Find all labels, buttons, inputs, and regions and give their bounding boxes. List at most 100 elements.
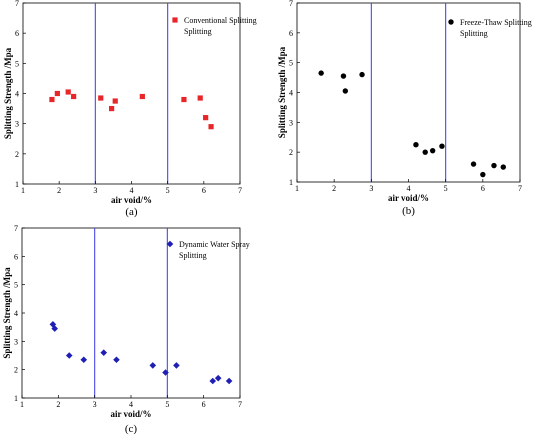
- legend-label-line2: Splitting: [179, 251, 207, 260]
- y-tick-label: 3: [15, 120, 19, 129]
- data-point: [340, 73, 347, 79]
- data-point: [500, 164, 506, 170]
- data-point: [181, 96, 187, 103]
- data-point: [149, 362, 157, 369]
- y-tick-label: 1: [15, 180, 19, 189]
- y-tick-label: 4: [14, 309, 18, 318]
- y-tick-label: 3: [289, 118, 293, 127]
- x-tick-label: 1: [295, 184, 299, 193]
- x-tick-label: 3: [93, 186, 97, 195]
- x-tick-label: 4: [407, 184, 411, 193]
- panel-label: (c): [125, 423, 138, 435]
- data-point: [225, 377, 233, 385]
- y-tick-label: 5: [14, 281, 18, 290]
- data-point: [208, 124, 214, 130]
- data-point: [413, 142, 419, 148]
- y-tick-label: 7: [14, 224, 18, 233]
- chart-panel-0: 1 2 3 4 5 6 7 1 2 3 4 5 6 7 air void/% Splitting Streng…: [3, 0, 257, 218]
- y-tick-label: 1: [289, 178, 293, 187]
- data-point: [214, 374, 222, 382]
- data-point: [65, 352, 73, 359]
- data-point: [209, 377, 217, 385]
- data-point: [98, 95, 104, 101]
- data-point: [439, 143, 445, 149]
- y-tick-label: 5: [15, 59, 19, 68]
- x-tick-label: 3: [369, 184, 373, 193]
- legend-label-line2: Splitting: [460, 29, 488, 38]
- x-tick-label: 6: [481, 184, 485, 193]
- y-tick-label: 6: [15, 29, 19, 38]
- data-point: [113, 356, 120, 364]
- x-tick-label: 1: [21, 186, 25, 195]
- y-tick-label: 2: [289, 148, 293, 157]
- data-point: [197, 95, 203, 101]
- data-point: [429, 147, 436, 154]
- y-tick-label: 6: [14, 252, 18, 261]
- x-tick-label: 3: [93, 400, 97, 409]
- y-tick-label: 4: [15, 90, 19, 99]
- data-point: [51, 325, 58, 332]
- data-point: [80, 356, 88, 364]
- data-point: [470, 161, 477, 167]
- data-point: [173, 362, 180, 369]
- y-tick-label: 4: [289, 89, 293, 98]
- x-tick-label: 5: [444, 184, 448, 193]
- data-point: [109, 105, 115, 112]
- y-tick-label: 2: [14, 366, 18, 375]
- data-point: [480, 171, 486, 178]
- chart-panel-2: 1 2 3 4 5 6 7 1 2 3 4 5 6 7 air void/% Splitting Streng…: [2, 224, 250, 435]
- data-point: [203, 115, 209, 121]
- data-point: [422, 149, 428, 155]
- y-tick-label: 1: [14, 394, 18, 403]
- x-tick-label: 6: [202, 186, 206, 195]
- legend-label: Conventional Splitting: [184, 16, 257, 25]
- x-tick-label: 4: [130, 186, 134, 195]
- legend-marker: [172, 17, 178, 23]
- y-axis-title: Splitting Strength /Mpa: [277, 46, 287, 138]
- panel-label: (b): [402, 205, 415, 217]
- legend-label: Dynamic Water Spray: [179, 240, 250, 249]
- data-point: [162, 369, 169, 376]
- y-tick-label: 5: [289, 59, 293, 68]
- x-tick-label: 2: [57, 186, 61, 195]
- data-point: [491, 162, 497, 169]
- panel-label: (a): [125, 206, 138, 218]
- data-point: [54, 90, 60, 97]
- legend-label-line2: Splitting: [184, 27, 212, 36]
- y-tick-label: 3: [14, 337, 18, 346]
- x-tick-label: 2: [332, 184, 336, 193]
- x-tick-label: 5: [165, 400, 169, 409]
- chart-panel-1: 1 2 3 4 5 6 7 1 2 3 4 5 6 7 air void/% Splitting Streng…: [277, 0, 532, 217]
- x-axis-title: air void/%: [388, 193, 429, 203]
- x-tick-label: 7: [238, 186, 242, 195]
- x-tick-label: 1: [20, 400, 24, 409]
- data-point: [71, 93, 77, 100]
- x-tick-label: 4: [129, 400, 133, 409]
- x-tick-label: 6: [202, 400, 206, 409]
- y-axis-title: Splitting Strength /Mpa: [2, 267, 12, 359]
- x-axis-title: air void/%: [111, 195, 152, 205]
- legend-marker: [166, 240, 174, 248]
- data-point: [49, 96, 55, 103]
- x-tick-label: 7: [238, 400, 242, 409]
- x-axis-title: air void/%: [110, 409, 151, 419]
- data-point: [318, 70, 324, 76]
- plot-frame: [21, 227, 241, 399]
- data-point: [359, 71, 365, 78]
- y-tick-label: 7: [15, 0, 19, 8]
- legend-marker: [448, 19, 454, 25]
- x-tick-label: 2: [56, 400, 60, 409]
- y-tick-label: 7: [289, 0, 293, 8]
- data-point: [65, 89, 71, 95]
- legend-label: Freeze-Thaw Splitting: [460, 18, 532, 27]
- x-tick-label: 5: [166, 186, 170, 195]
- y-axis-title: Splitting Strength /Mpa: [3, 47, 13, 139]
- x-tick-label: 7: [518, 184, 522, 193]
- y-tick-label: 6: [289, 29, 293, 38]
- y-tick-label: 2: [15, 150, 19, 159]
- data-point: [100, 349, 108, 356]
- data-point: [112, 98, 118, 104]
- data-point: [139, 93, 145, 100]
- data-point: [342, 88, 349, 94]
